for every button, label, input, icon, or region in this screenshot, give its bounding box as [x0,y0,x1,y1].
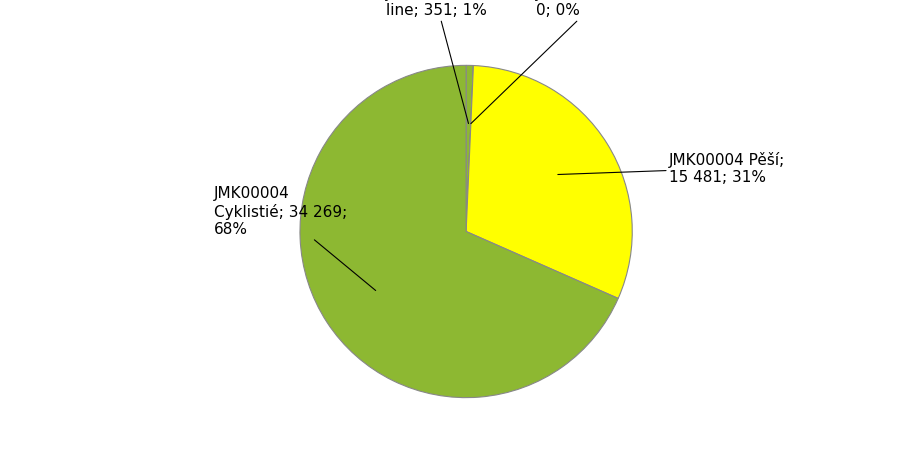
Text: JMK00004 In-
line; 351; 1%: JMK00004 In- line; 351; 1% [386,0,486,124]
Wedge shape [466,66,473,232]
Text: JMK00004 Pěší;
15 481; 31%: JMK00004 Pěší; 15 481; 31% [557,152,785,185]
Wedge shape [466,65,473,231]
Wedge shape [300,65,618,398]
Text: JMK00004
Cyklistié; 34 269;
68%: JMK00004 Cyklistié; 34 269; 68% [213,186,376,290]
Wedge shape [466,66,632,299]
Text: JMK00004 Auta;
0; 0%: JMK00004 Auta; 0; 0% [471,0,657,124]
